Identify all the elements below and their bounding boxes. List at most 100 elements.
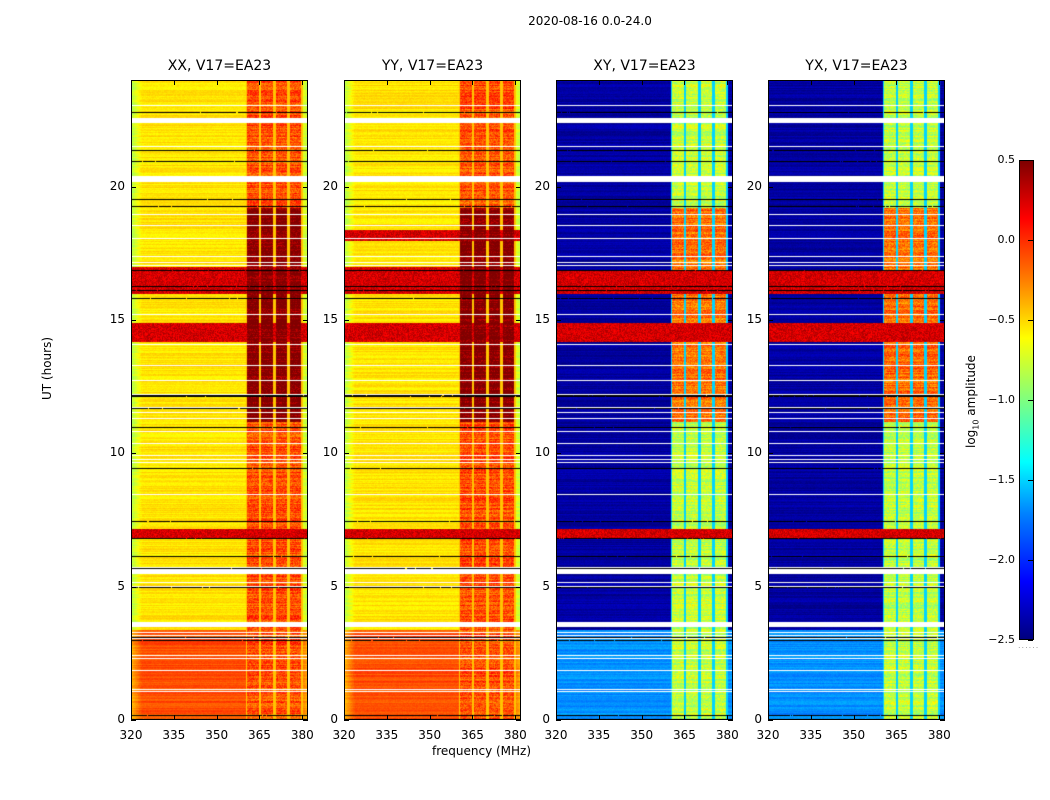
y-tick-mark xyxy=(940,320,945,321)
y-tick-label: 10 xyxy=(109,445,125,460)
y-tick-mark xyxy=(940,453,945,455)
y-tick-label: 20 xyxy=(534,178,550,193)
y-tick-mark xyxy=(516,186,521,188)
x-tick-mark xyxy=(768,715,769,720)
y-tick-label: 20 xyxy=(109,178,125,193)
x-tick-label: 335 xyxy=(587,728,611,742)
x-tick-label: 380 xyxy=(927,728,951,742)
colorbar-tick-mark xyxy=(1028,480,1033,481)
x-tick-mark xyxy=(429,80,431,85)
x-tick-label: 335 xyxy=(162,728,186,742)
y-tick-mark xyxy=(556,320,561,321)
y-tick-mark xyxy=(344,586,349,588)
y-tick-mark xyxy=(344,186,349,188)
x-tick-mark xyxy=(515,715,517,720)
y-tick-label: 0 xyxy=(117,712,125,726)
colorbar-tick-label: 0.5 xyxy=(997,153,1016,166)
colorbar-tick-label: −2.0 xyxy=(988,553,1015,566)
x-tick-mark xyxy=(853,80,855,85)
y-tick-mark xyxy=(516,586,521,588)
x-tick-label: 365 xyxy=(885,728,908,742)
x-tick-mark xyxy=(259,715,261,720)
x-axis-label: frequency (MHz) xyxy=(432,744,532,758)
x-tick-label: 350 xyxy=(205,728,229,742)
y-tick-label: 0 xyxy=(330,712,338,726)
x-tick-mark xyxy=(216,715,218,720)
x-tick-mark xyxy=(939,715,941,720)
x-tick-mark xyxy=(429,715,431,720)
y-tick-label: 10 xyxy=(534,445,550,460)
x-tick-mark xyxy=(259,80,261,85)
y-tick-mark xyxy=(556,586,561,588)
x-tick-mark xyxy=(641,80,643,85)
x-tick-mark xyxy=(598,715,600,720)
y-tick-label: 15 xyxy=(109,312,125,326)
colorbar-tick-label: 0.0 xyxy=(997,233,1016,246)
x-tick-mark xyxy=(768,80,769,85)
y-tick-mark xyxy=(131,720,136,721)
heatmap-panel-yx: YX, V17=EA23 320 335 350 365 380 0 5 10 15 20 xyxy=(747,58,951,742)
y-tick-mark xyxy=(303,320,308,321)
colorbar-tick-mark xyxy=(1028,240,1033,241)
y-tick-mark xyxy=(344,720,349,721)
y-tick-mark xyxy=(556,720,561,721)
colorbar-tick-label: −2.5 xyxy=(988,633,1015,646)
y-tick-mark xyxy=(303,720,308,721)
y-tick-mark xyxy=(768,453,773,455)
heatmap-image xyxy=(344,80,521,720)
y-tick-mark xyxy=(303,453,308,455)
y-tick-mark xyxy=(940,586,945,588)
colorbar-tick-mark xyxy=(1028,160,1033,161)
x-tick-label: 350 xyxy=(842,728,866,742)
heatmap-image xyxy=(556,80,733,720)
panel-title: YY, V17=EA23 xyxy=(381,58,484,74)
x-tick-mark xyxy=(386,80,388,85)
figure-title: 2020-08-16 0.0-24.0 xyxy=(528,14,652,28)
x-tick-mark xyxy=(684,80,686,85)
x-tick-mark xyxy=(939,80,941,85)
y-tick-mark xyxy=(768,186,773,188)
x-tick-mark xyxy=(727,80,729,85)
x-tick-mark xyxy=(344,715,345,720)
x-tick-label: 350 xyxy=(418,728,442,742)
y-tick-mark xyxy=(556,186,561,188)
panel-title: YX, V17=EA23 xyxy=(805,58,908,74)
x-tick-mark xyxy=(131,715,132,720)
y-tick-mark xyxy=(303,586,308,588)
x-tick-mark xyxy=(302,715,304,720)
y-tick-mark xyxy=(768,720,773,721)
x-tick-mark xyxy=(472,80,474,85)
x-tick-label: 335 xyxy=(799,728,823,742)
x-tick-label: 380 xyxy=(290,728,314,742)
y-tick-label: 0 xyxy=(754,712,762,726)
colorbar-extension-dots: ...... xyxy=(1018,641,1040,650)
y-tick-mark xyxy=(728,320,733,321)
x-tick-mark xyxy=(641,715,643,720)
y-tick-mark xyxy=(516,320,521,321)
y-tick-mark xyxy=(344,320,349,321)
colorbar-tick-label: −1.5 xyxy=(988,473,1015,486)
y-tick-mark xyxy=(516,453,521,455)
y-tick-mark xyxy=(940,720,945,721)
x-tick-mark xyxy=(216,80,218,85)
heatmap-panel-yy: YY, V17=EA23 320 335 350 365 380 0 5 10 15 20 xyxy=(323,58,527,742)
plot-frame xyxy=(344,80,521,720)
y-tick-label: 10 xyxy=(322,445,338,460)
x-tick-mark xyxy=(896,715,898,720)
x-tick-label: 320 xyxy=(119,728,143,742)
x-tick-mark xyxy=(684,715,686,720)
x-tick-label: 335 xyxy=(375,728,399,742)
x-tick-mark xyxy=(515,80,517,85)
x-tick-mark xyxy=(727,715,729,720)
heatmap-image xyxy=(768,80,945,720)
colorbar-tick-mark xyxy=(1028,640,1033,641)
y-tick-label: 10 xyxy=(746,445,762,460)
x-tick-mark xyxy=(302,80,304,85)
y-tick-label: 15 xyxy=(746,312,762,326)
y-tick-mark xyxy=(768,586,773,588)
x-tick-label: 365 xyxy=(673,728,696,742)
colorbar-label: log10 amplitude xyxy=(964,355,981,448)
y-tick-mark xyxy=(131,320,136,321)
y-tick-label: 15 xyxy=(322,312,338,326)
x-tick-mark xyxy=(386,715,388,720)
